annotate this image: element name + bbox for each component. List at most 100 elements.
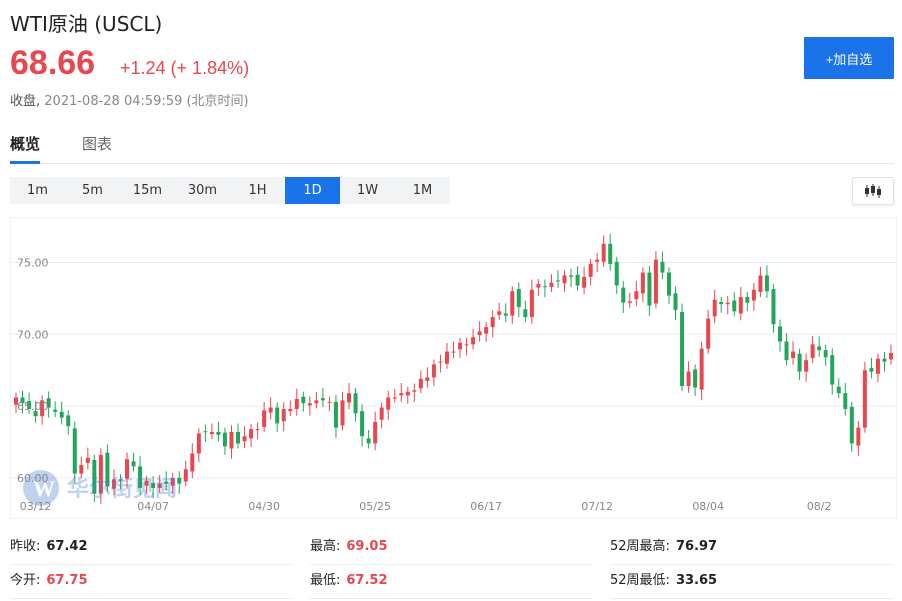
period-1h[interactable]: 1H (248, 183, 267, 198)
candle-body (151, 482, 156, 488)
price-change: +1.24 (+ 1.84%) (120, 58, 250, 78)
candle-body (418, 378, 423, 389)
candle-body (843, 393, 848, 409)
stat-low: 最低: 67.52 (310, 564, 592, 599)
candle-body (333, 401, 338, 428)
candle-body (249, 429, 254, 439)
candle-body (236, 431, 241, 444)
x-tick-label: 03/12 (20, 500, 52, 513)
x-tick-label: 07/12 (581, 500, 613, 513)
candle-body (14, 397, 18, 405)
candle-body (438, 361, 443, 363)
stat-52w-high: 52周最高: 76.97 (610, 530, 894, 565)
candle-body (680, 312, 685, 386)
candle-body (216, 431, 221, 435)
candle-body (111, 479, 116, 489)
candle-body (869, 368, 874, 372)
y-tick-label: 60.00 (17, 472, 49, 485)
candle-body (706, 318, 711, 349)
candle-body (170, 477, 175, 486)
candle-body (634, 291, 639, 300)
price-chart-container: W 华尔街见闻 75.00 70.00 65.00 60.00 03/12 04/07 0… (10, 217, 897, 519)
candle-body (131, 461, 136, 467)
stat-value: 67.52 (346, 573, 388, 588)
candle-body (751, 289, 756, 301)
candle-body (144, 480, 149, 486)
candle-body (791, 351, 796, 358)
tab-bar: 概览 图表 (10, 125, 894, 164)
candle-body (653, 259, 658, 304)
chart-type-button[interactable] (852, 177, 894, 205)
candle-body (379, 407, 384, 420)
candle-body (275, 407, 280, 424)
x-tick-label: 04/07 (137, 500, 169, 513)
candle-body (27, 401, 32, 409)
x-tick-label: 08/2 (807, 500, 832, 513)
candle-body (555, 280, 560, 282)
period-15m[interactable]: 15m (132, 183, 163, 198)
candle-body (621, 287, 626, 303)
candle-body (823, 350, 828, 358)
candle-body (686, 371, 691, 386)
candle-body (536, 284, 541, 288)
period-selector: 1m 5m 15m 30m 1H 1D 1W 1M (10, 177, 450, 204)
candle-body (451, 351, 456, 353)
candle-body (125, 459, 130, 479)
candle-body (183, 469, 188, 482)
candle-body (98, 454, 103, 494)
close-timestamp: 2021-08-28 04:59:59 (北京时间) (44, 94, 249, 109)
candle-body (431, 364, 436, 378)
candle-body (797, 353, 802, 372)
candle-body (405, 391, 410, 396)
tab-chart[interactable]: 图表 (82, 135, 113, 153)
period-30m[interactable]: 30m (187, 183, 218, 198)
candle-body (320, 398, 325, 401)
stat-label: 今开: (10, 573, 41, 588)
candle-body (412, 390, 417, 392)
candle-body (203, 431, 208, 433)
candle-body (608, 243, 613, 264)
candle-body (85, 457, 90, 463)
add-to-watchlist-button[interactable]: +加自选 (804, 37, 894, 79)
candle-body (196, 433, 201, 454)
candle-body (542, 286, 547, 288)
tab-overview[interactable]: 概览 (10, 135, 41, 164)
y-tick-label: 70.00 (17, 328, 49, 341)
candle-body (327, 401, 332, 403)
candle-body (882, 358, 887, 362)
svg-text:W: W (33, 476, 55, 501)
stat-value: 69.05 (346, 539, 388, 554)
candle-body (804, 360, 809, 372)
stat-label: 昨收: (10, 539, 41, 554)
candle-body (693, 369, 698, 388)
candle-body (647, 272, 652, 306)
candle-body (503, 313, 508, 316)
x-tick-label: 06/17 (470, 500, 502, 513)
current-price: 68.66 (10, 44, 96, 82)
candle-body (666, 272, 671, 296)
candle-body (118, 479, 123, 481)
period-1w[interactable]: 1W (356, 183, 379, 198)
candle-body (425, 377, 430, 381)
candle-body (20, 397, 25, 404)
candle-body (712, 299, 717, 317)
candle-body (444, 351, 449, 364)
period-5m[interactable]: 5m (82, 183, 103, 198)
candle-body (242, 436, 247, 442)
period-1m[interactable]: 1m (27, 183, 48, 198)
candle-body (673, 293, 678, 310)
period-1d[interactable]: 1D (285, 177, 340, 204)
candle-body (229, 431, 234, 449)
candle-body (516, 289, 521, 308)
candle-body (562, 275, 567, 284)
y-tick-label: 75.00 (17, 257, 49, 270)
candle-body (660, 261, 665, 273)
candle-body (458, 342, 463, 350)
candle-body (386, 397, 391, 410)
period-1mo[interactable]: 1M (412, 183, 433, 198)
stat-label: 52周最低: (610, 573, 670, 588)
chart-grid (11, 262, 896, 479)
candle-body (745, 296, 750, 303)
candle-body (764, 275, 769, 292)
